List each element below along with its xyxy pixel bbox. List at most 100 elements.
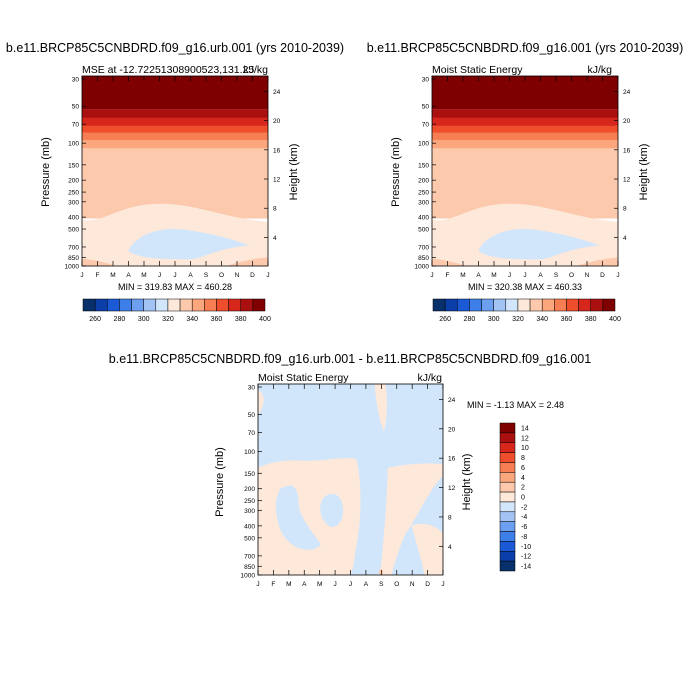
colorbar-label: 14 xyxy=(521,425,529,432)
colorbar-label: 320 xyxy=(162,316,174,323)
colorbar-label: 280 xyxy=(464,316,476,323)
colorbar-box xyxy=(499,531,516,542)
colorbar-box xyxy=(499,452,516,463)
colorbar-label: 400 xyxy=(609,316,621,323)
height-tick-label: 20 xyxy=(448,426,456,433)
colorbar-box xyxy=(155,298,169,312)
colorbar-box xyxy=(499,481,516,493)
colorbar-box xyxy=(578,298,591,312)
month-tick-label: N xyxy=(410,581,415,588)
height-tick-label: 16 xyxy=(623,147,631,154)
colorbar: 260 280 300 320 340 360 380 400 xyxy=(432,298,621,323)
pressure-tick-label: 30 xyxy=(72,77,80,84)
panel-title: b.e11.BRCP85C5CNBDRD.f09_g16.urb.001 (yr… xyxy=(6,41,344,55)
colorbar-box xyxy=(602,298,616,312)
colorbar: 260 280 300 320 340 360 380 400 xyxy=(82,298,271,323)
pressure-tick-label: 700 xyxy=(68,244,79,251)
colorbar-label: -14 xyxy=(521,564,531,571)
colorbar-label: 300 xyxy=(138,316,150,323)
colorbar-box xyxy=(499,491,516,503)
height-tick-label: 4 xyxy=(448,544,452,551)
month-tick-label: S xyxy=(554,272,559,279)
pressure-tick-label: 1000 xyxy=(415,264,430,271)
min-max-label: MIN = 319.83 MAX = 460.28 xyxy=(118,282,232,292)
colorbar-box xyxy=(541,298,555,312)
contour-field xyxy=(432,76,618,266)
pressure-axis: 30 50 70 100 150 200 250 300 400 500 700 850 1000 xyxy=(241,385,262,580)
pressure-tick-label: 300 xyxy=(244,508,255,515)
pressure-tick-label: 700 xyxy=(418,244,429,251)
height-tick-label: 20 xyxy=(623,118,631,125)
colorbar-box xyxy=(143,298,157,312)
contour-band xyxy=(432,258,466,266)
month-tick-label: A xyxy=(302,581,307,588)
month-tick-label: M xyxy=(141,272,146,279)
month-tick-label: J xyxy=(158,272,161,279)
colorbar: 14 12 10 8 6 4 2 0 -2 -4 -6 -8 -10 -12 -14 xyxy=(499,422,531,572)
pressure-tick-label: 150 xyxy=(244,471,255,478)
colorbar-box xyxy=(517,298,531,312)
colorbar-label: -4 xyxy=(521,514,527,521)
colorbar-label: 260 xyxy=(89,316,101,323)
panel-difference: b.e11.BRCP85C5CNBDRD.f09_g16.urb.001 - b… xyxy=(109,352,591,588)
month-tick-label: J xyxy=(333,581,336,588)
colorbar-label: -6 xyxy=(521,524,527,531)
height-tick-label: 4 xyxy=(273,235,277,242)
height-tick-label: 16 xyxy=(273,147,281,154)
pressure-tick-label: 400 xyxy=(68,215,79,222)
month-tick-label: M xyxy=(286,581,291,588)
height-tick-label: 12 xyxy=(623,177,631,184)
colorbar-box xyxy=(499,422,516,434)
month-tick-label: O xyxy=(394,581,399,588)
month-tick-label: N xyxy=(235,272,240,279)
height-tick-label: 8 xyxy=(273,206,277,213)
month-tick-label: J xyxy=(430,272,433,279)
month-tick-label: A xyxy=(126,272,131,279)
month-tick-label: N xyxy=(585,272,590,279)
colorbar-box xyxy=(179,298,193,312)
month-tick-label: M xyxy=(317,581,322,588)
month-tick-label: M xyxy=(110,272,115,279)
colorbar-label: 380 xyxy=(585,316,597,323)
month-tick-label: J xyxy=(508,272,511,279)
pressure-tick-label: 200 xyxy=(68,178,79,185)
contour-fill xyxy=(432,76,618,266)
colorbar-box xyxy=(107,298,120,312)
colorbar-box xyxy=(566,298,579,312)
colorbar-box xyxy=(432,298,446,312)
panel-variable-label: Moist Static Energy xyxy=(432,64,523,76)
colorbar-box xyxy=(493,298,507,312)
colorbar-label: 10 xyxy=(521,445,529,452)
pressure-tick-label: 250 xyxy=(244,498,255,505)
pressure-tick-label: 700 xyxy=(244,553,255,560)
pressure-tick-label: 250 xyxy=(68,190,79,197)
pressure-axis-label: Pressure (mb) xyxy=(214,447,226,517)
colorbar-label: 4 xyxy=(521,475,525,482)
contour-fill xyxy=(82,76,268,266)
pressure-tick-label: 200 xyxy=(244,486,255,493)
colorbar-box xyxy=(499,432,516,443)
contour-field xyxy=(258,384,443,575)
panel-variable-label: Moist Static Energy xyxy=(258,372,349,384)
contour-band xyxy=(411,523,443,575)
pressure-tick-label: 70 xyxy=(422,122,430,129)
pressure-tick-label: 500 xyxy=(244,535,255,542)
month-tick-label: O xyxy=(569,272,574,279)
height-axis: 24 20 16 12 8 4 xyxy=(264,89,281,242)
colorbar-box xyxy=(505,298,519,312)
colorbar-label: 2 xyxy=(521,485,525,492)
contour-band xyxy=(478,228,600,260)
colorbar-box xyxy=(499,501,516,513)
contour-fill xyxy=(258,384,443,575)
colorbar-label: 380 xyxy=(235,316,247,323)
colorbar-box xyxy=(94,298,108,312)
height-tick-label: 24 xyxy=(623,89,631,96)
height-tick-label: 24 xyxy=(448,397,456,404)
pressure-tick-label: 250 xyxy=(418,190,429,197)
colorbar-label: 320 xyxy=(512,316,524,323)
pressure-axis: 30 50 70 100 150 200 250 300 400 500 700 850 1000 xyxy=(65,77,86,271)
contour-band xyxy=(432,148,618,219)
colorbar-label: -12 xyxy=(521,554,531,561)
